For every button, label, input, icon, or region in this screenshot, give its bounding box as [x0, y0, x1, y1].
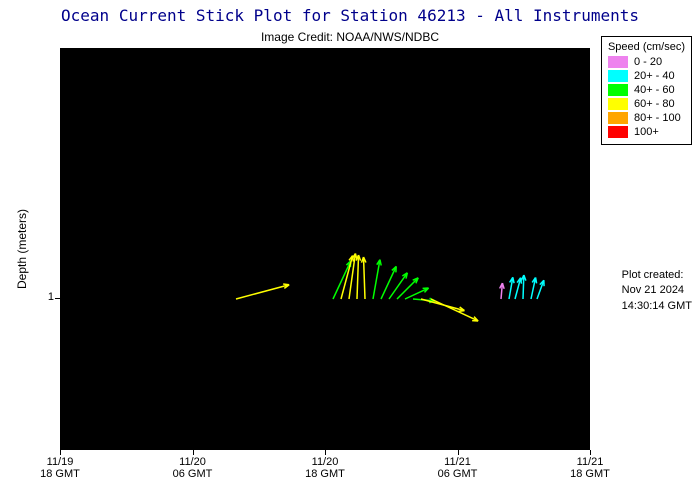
legend-title: Speed (cm/sec)	[608, 41, 685, 53]
legend-label: 80+ - 100	[634, 112, 681, 124]
xtick	[60, 450, 61, 455]
plot-info-line: 14:30:14 GMT	[622, 299, 692, 314]
xtick-label: 11/21 06 GMT	[428, 456, 488, 480]
legend-swatch	[608, 70, 628, 82]
legend-swatch	[608, 98, 628, 110]
plot-info-line: Plot created:	[622, 268, 692, 283]
legend-swatch	[608, 56, 628, 68]
legend-swatch	[608, 126, 628, 138]
xtick-label: 11/21 18 GMT	[560, 456, 620, 480]
legend-row: 80+ - 100	[608, 112, 685, 124]
xtick-label: 11/20 18 GMT	[295, 456, 355, 480]
xtick	[590, 450, 591, 455]
legend-swatch	[608, 112, 628, 124]
xtick	[458, 450, 459, 455]
legend-label: 60+ - 80	[634, 98, 675, 110]
xtick-label: 11/19 18 GMT	[30, 456, 90, 480]
chart-subtitle: Image Credit: NOAA/NWS/NDBC	[0, 30, 700, 44]
plot-info-line: Nov 21 2024	[622, 283, 692, 298]
xtick	[325, 450, 326, 455]
y-axis-label: Depth (meters)	[15, 209, 29, 289]
ytick	[55, 298, 60, 299]
plot-area	[60, 48, 590, 450]
legend-row: 0 - 20	[608, 56, 685, 68]
legend-label: 40+ - 60	[634, 84, 675, 96]
legend-label: 20+ - 40	[634, 70, 675, 82]
stick-vectors	[61, 49, 591, 451]
xtick-label: 11/20 06 GMT	[163, 456, 223, 480]
legend-row: 100+	[608, 126, 685, 138]
legend-swatch	[608, 84, 628, 96]
legend-label: 100+	[634, 126, 659, 138]
legend: Speed (cm/sec) 0 - 20 20+ - 40 40+ - 60 60+…	[601, 36, 692, 145]
plot-created-info: Plot created:Nov 21 202414:30:14 GMT	[622, 268, 692, 314]
legend-row: 40+ - 60	[608, 84, 685, 96]
ytick-label: 1	[40, 291, 54, 303]
xtick	[193, 450, 194, 455]
legend-row: 60+ - 80	[608, 98, 685, 110]
legend-row: 20+ - 40	[608, 70, 685, 82]
chart-title: Ocean Current Stick Plot for Station 462…	[0, 6, 700, 25]
legend-label: 0 - 20	[634, 56, 662, 68]
